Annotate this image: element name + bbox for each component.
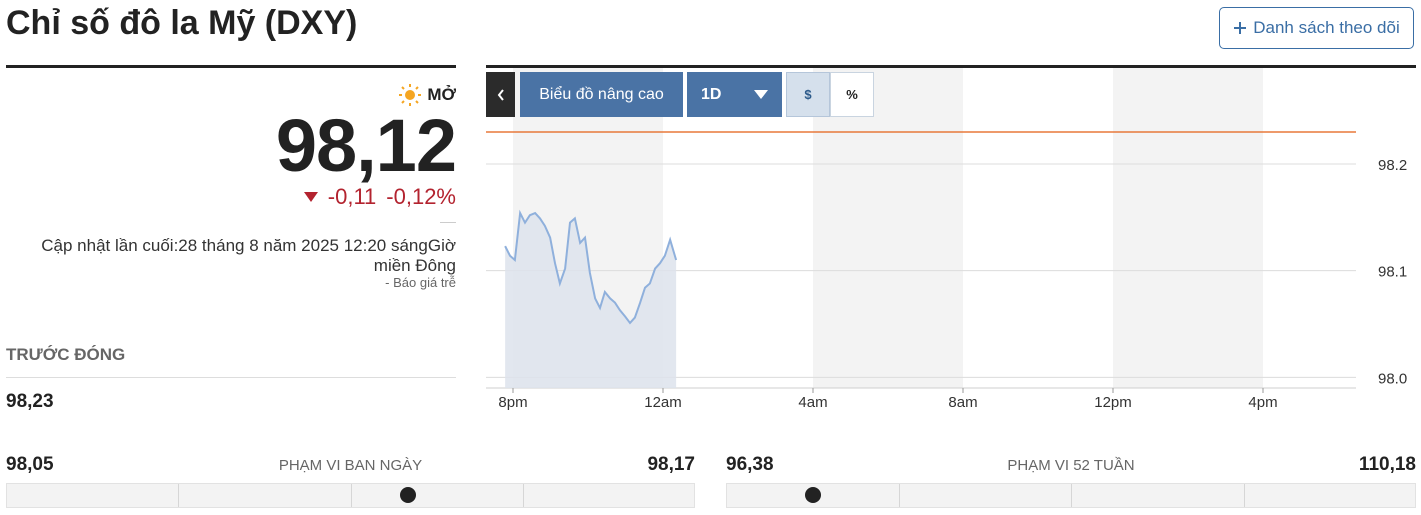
toggle-label: $ [804, 87, 812, 102]
range-divider [1243, 484, 1245, 507]
previous-close-label: TRƯỚC ĐÓNG [6, 345, 126, 364]
price-line [504, 209, 678, 325]
advanced-chart-button[interactable]: Biểu đồ nâng cao [520, 72, 683, 117]
change-row: -0,11 -0,12% [303, 184, 456, 210]
percent-toggle[interactable]: % [830, 72, 874, 117]
x-tick-label: 8am [948, 394, 977, 411]
down-arrow [303, 192, 318, 202]
previous-close: 98,23 [6, 391, 54, 412]
watchlist-button[interactable]: Danh sách theo dõi [1219, 7, 1414, 49]
interval-label: 1D [701, 85, 722, 103]
range-low: 96,38 [726, 454, 774, 475]
divider [440, 222, 456, 223]
range-divider [1071, 484, 1072, 507]
range-divider [178, 484, 180, 507]
dropdown-arrow [754, 90, 768, 99]
interval-select[interactable]: 1D [687, 72, 782, 117]
range-title: PHẠM VI BAN NGÀY [278, 457, 423, 474]
status-text: MỞ [427, 85, 456, 104]
range-divider [898, 484, 900, 507]
range-title: PHẠM VI 52 TUẦN [1007, 457, 1135, 474]
x-tick-label: 4am [798, 394, 827, 411]
divider [6, 377, 456, 378]
divider [6, 65, 456, 68]
sun-icon [399, 84, 422, 106]
time-band [1113, 68, 1263, 388]
watchlist-label: Danh sách theo dõi [1253, 18, 1400, 37]
y-tick-label: 98.2 [1378, 157, 1407, 174]
market-status: MỞ [399, 84, 456, 106]
last-updated: Cập nhật lần cuối:28 tháng 8 năm 2025 12… [41, 236, 456, 275]
y-tick-label: 98.1 [1378, 264, 1407, 281]
range-high: 98,17 [647, 454, 695, 475]
range-marker [805, 487, 821, 503]
change: -0,11 [327, 184, 377, 209]
x-tick-label: 8pm [498, 394, 527, 411]
change-percent: -0,12% [386, 184, 456, 209]
range-low: 98,05 [6, 454, 54, 475]
divider [486, 65, 1416, 68]
y-tick-label: 98.0 [1378, 370, 1407, 387]
delay-note: - Báo giá trễ [385, 275, 456, 290]
x-tick-label: 4pm [1248, 394, 1277, 411]
chevron-icon [497, 88, 504, 101]
button-label: Biểu đồ nâng cao [539, 85, 664, 103]
page-title: Chỉ số đô la Mỹ (DXY) [6, 4, 358, 42]
range-divider [350, 484, 352, 507]
range-marker [399, 487, 416, 503]
collapse-button[interactable] [486, 72, 515, 117]
toggle-label: % [846, 87, 858, 102]
plus-icon [1234, 22, 1247, 34]
price: 98,12 [275, 104, 457, 187]
currency-toggle[interactable]: $ [786, 72, 830, 117]
range-divider [522, 484, 524, 507]
range-high: 110,18 [1358, 454, 1416, 475]
area [505, 213, 677, 388]
x-tick-label: 12pm [1094, 394, 1132, 411]
x-tick-label: 12am [644, 394, 682, 411]
